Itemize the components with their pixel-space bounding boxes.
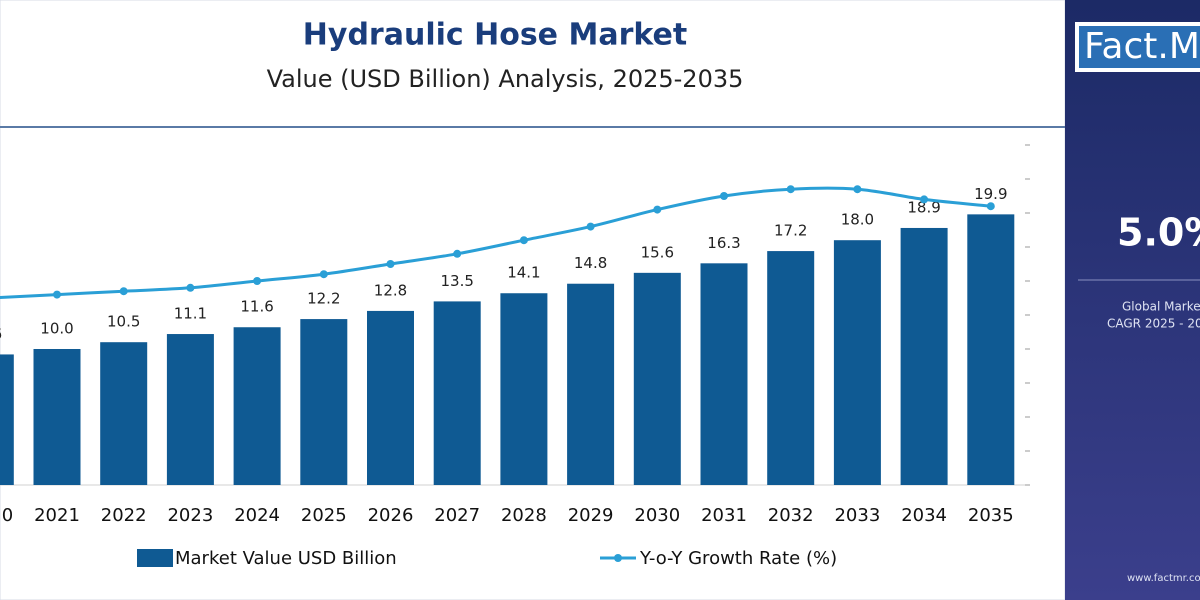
bar: [433, 301, 481, 485]
chart-subtitle: Value (USD Billion) Analysis, 2025-2035: [267, 65, 744, 93]
panel-bg: [1065, 0, 1200, 600]
growth-point: [119, 287, 128, 296]
value-label: 11.1: [174, 305, 207, 323]
bar: [33, 349, 81, 485]
logo: Fact.MR: [1084, 26, 1200, 67]
growth-point: [386, 260, 395, 268]
growth-point: [519, 236, 528, 245]
bar: [700, 263, 748, 485]
x-tick-label: 2024: [234, 505, 280, 526]
bar: [166, 334, 214, 485]
x-tick-label: 2032: [768, 505, 814, 526]
growth-point: [319, 270, 328, 279]
value-label: 19.9: [974, 185, 1007, 203]
value-label: 12.2: [307, 290, 340, 308]
x-tick-label: 2021: [34, 505, 80, 526]
x-tick-label: 2023: [167, 505, 213, 526]
x-tick-label: 2022: [101, 505, 147, 526]
x-tick-label: 2031: [701, 505, 747, 526]
x-tick-label: 2030: [634, 505, 680, 526]
cagr-caption: CAGR 2025 - 2035: [1107, 317, 1200, 331]
bar: [767, 251, 815, 485]
value-label: 11.6: [240, 298, 273, 316]
value-label: 12.8: [374, 281, 407, 299]
legend-label: Market Value USD Billion: [175, 548, 397, 569]
x-tick-label: 2028: [501, 505, 547, 526]
side-panel: Fact.MR 5.0% Global Market CAGR 2025 - 2…: [1065, 0, 1200, 600]
value-label: 9.6: [0, 325, 2, 343]
bar: [567, 283, 615, 485]
value-label: 16.3: [707, 234, 740, 252]
value-label: 18.9: [907, 198, 940, 216]
x-tick-label: 2027: [434, 505, 480, 526]
bar: [0, 354, 14, 485]
x-tick-label: 2029: [568, 505, 614, 526]
value-label: 13.5: [440, 272, 473, 290]
website: www.factmr.com: [1127, 573, 1200, 584]
growth-point: [186, 283, 195, 292]
x-tick-label: 2033: [834, 505, 880, 526]
value-label: 18.0: [841, 211, 874, 229]
growth-line: [0, 186, 991, 300]
bar: [300, 319, 348, 485]
value-label: 14.1: [507, 264, 540, 282]
x-tick-label: 2025: [301, 505, 347, 526]
x-tick-label: 2034: [901, 505, 947, 526]
growth-point: [653, 205, 662, 214]
bar: [833, 240, 881, 485]
bar: [633, 272, 681, 485]
x-tick-label: 2035: [968, 505, 1014, 526]
growth-point: [453, 249, 462, 258]
value-label: 15.6: [641, 243, 674, 261]
bar: [900, 227, 948, 485]
bar: [100, 342, 148, 485]
bar: [967, 214, 1015, 486]
growth-point: [720, 192, 728, 200]
x-tick-label: 2020: [0, 505, 13, 526]
bar: [233, 327, 281, 485]
bar: [367, 310, 414, 485]
value-label: 14.8: [574, 254, 607, 272]
legend-swatch: [137, 549, 173, 567]
growth-point: [786, 185, 795, 194]
legend-swatch: [614, 554, 622, 562]
x-tick-label: 2026: [368, 505, 414, 526]
cagr-caption: Global Market: [1122, 300, 1200, 314]
value-label: 10.0: [40, 320, 73, 338]
growth-point: [586, 222, 595, 231]
cagr-value: 5.0%: [1117, 211, 1200, 255]
legend-label: Y-o-Y Growth Rate (%): [639, 548, 837, 569]
bar: [500, 293, 548, 485]
growth-point: [253, 277, 262, 285]
logo-inner: [1079, 26, 1200, 68]
value-label: 10.5: [107, 313, 140, 331]
growth-point: [53, 290, 61, 299]
growth-point: [853, 185, 862, 194]
chart-title: Hydraulic Hose Market: [303, 18, 687, 53]
value-label: 17.2: [774, 222, 807, 240]
growth-point: [920, 195, 929, 204]
growth-point: [986, 202, 995, 211]
